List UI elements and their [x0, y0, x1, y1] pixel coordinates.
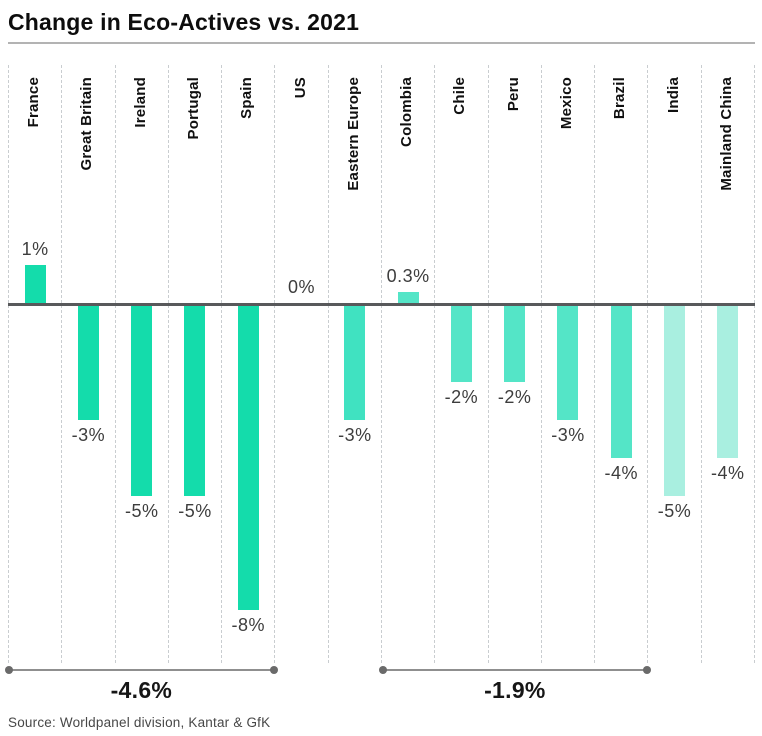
- value-label: -3%: [71, 425, 106, 445]
- category-label: Ireland: [131, 77, 149, 128]
- chart-column-chile: Chile -2%: [434, 65, 487, 663]
- chart-column-france: France 1%: [8, 65, 61, 663]
- chart-column-ireland: Ireland -5%: [114, 65, 168, 663]
- title-divider: [8, 42, 755, 44]
- value-label: 0.3%: [386, 265, 430, 286]
- value-label: -4%: [604, 463, 638, 483]
- bar-eastern-europe: [344, 306, 366, 420]
- category-label: Brazil: [611, 77, 629, 120]
- chart-column-brazil: Brazil -4%: [594, 65, 647, 663]
- category-label: Colombia: [398, 77, 416, 147]
- chart-column-portugal: Portugal -5%: [167, 65, 221, 663]
- value-label: -2%: [497, 387, 532, 407]
- value-label: -5%: [178, 501, 212, 521]
- chart-column-us: US 0%: [274, 65, 327, 663]
- group-bracket: -4.6%: [5, 666, 278, 704]
- bar-france: [24, 265, 46, 303]
- category-label: Spain: [238, 77, 256, 119]
- bar-great-britain: [77, 306, 99, 420]
- zero-baseline: [8, 303, 755, 306]
- page-title: Change in Eco-Actives vs. 2021: [8, 9, 360, 35]
- value-label: -3%: [551, 425, 585, 445]
- bar-peru: [504, 306, 526, 382]
- bar-india: [664, 306, 686, 496]
- value-label: 1%: [21, 239, 49, 259]
- value-label: -8%: [231, 615, 266, 635]
- chart-column-colombia: Colombia 0.3%: [380, 65, 434, 663]
- chart-column-eastern-europe: Eastern Europe -3%: [327, 65, 381, 663]
- bar-ireland: [131, 306, 153, 496]
- group-brackets: -4.6% -1.9%: [5, 666, 755, 705]
- category-label: Portugal: [184, 77, 202, 140]
- category-label: Great Britain: [78, 77, 96, 171]
- value-label: -2%: [444, 387, 479, 407]
- category-label: Chile: [451, 77, 469, 115]
- group-average-label: -1.9%: [484, 677, 546, 703]
- value-label: -5%: [124, 501, 159, 521]
- chart-column-mainland-china: Mainland China -4%: [700, 65, 755, 663]
- bar-portugal: [184, 306, 206, 496]
- value-label: 0%: [288, 277, 316, 297]
- bracket-line: [378, 666, 652, 674]
- value-label: -3%: [338, 425, 372, 445]
- bar-mainland-china: [717, 306, 739, 458]
- bar-chile: [450, 306, 472, 382]
- source-caption: Source: Worldpanel division, Kantar & Gf…: [8, 715, 271, 730]
- group-average-label: -4.6%: [110, 677, 173, 703]
- category-label: Peru: [504, 77, 522, 112]
- bar-spain: [237, 306, 259, 610]
- chart-column-spain: Spain -8%: [221, 65, 274, 663]
- chart-plot-area: France 1% Great Britain -3% Ireland -5% Portug…: [8, 65, 755, 663]
- chart-column-india: India -5%: [647, 65, 700, 663]
- chart-column-mexico: Mexico -3%: [540, 65, 594, 663]
- category-label: Mainland China: [717, 77, 735, 191]
- bar-mexico: [557, 306, 579, 420]
- category-label: US: [291, 77, 309, 99]
- value-label: -5%: [657, 501, 692, 521]
- chart-column-great-britain: Great Britain -3%: [61, 65, 114, 663]
- bar-chart: France 1% Great Britain -3% Ireland -5% Portug…: [5, 65, 755, 705]
- bar-colombia: [397, 291, 419, 303]
- bracket-line: [5, 666, 278, 674]
- category-label: Eastern Europe: [344, 77, 362, 191]
- category-label: France: [25, 77, 43, 128]
- value-label: -4%: [711, 463, 745, 483]
- category-label: India: [664, 77, 682, 114]
- category-label: Mexico: [557, 77, 575, 130]
- group-bracket: -1.9%: [378, 666, 652, 704]
- bar-brazil: [610, 306, 632, 458]
- chart-column-peru: Peru -2%: [487, 65, 541, 663]
